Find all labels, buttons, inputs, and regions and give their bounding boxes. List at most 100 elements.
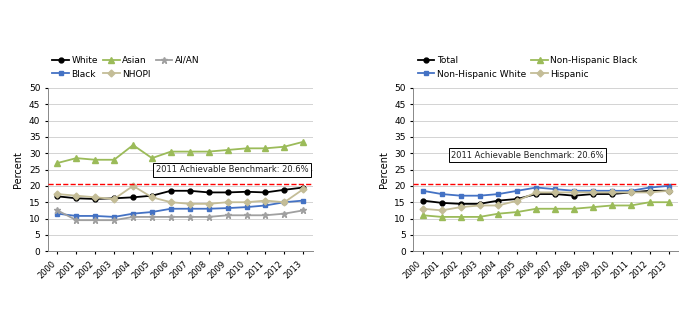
Asian [186,150,194,154]
Hispanic [513,199,521,203]
NHOPI [166,200,175,204]
Non-Hispanic Black [495,212,503,215]
Non-Hispanic White [532,186,540,189]
Total [551,192,560,196]
Non-Hispanic White [570,189,578,193]
Non-Hispanic White [551,187,560,191]
Hispanic [646,191,654,194]
NHOPI [148,195,156,199]
Non-Hispanic White [419,189,427,193]
Hispanic [608,191,616,194]
White [91,197,99,201]
Black [148,210,156,214]
Text: 2011 Achievable Benchmark: 20.6%: 2011 Achievable Benchmark: 20.6% [155,165,308,175]
Line: Total: Total [421,188,671,206]
White [299,186,308,189]
Asian [280,145,288,149]
Line: Asian: Asian [54,139,306,166]
White [148,194,156,198]
Asian [91,158,99,162]
AI/AN [91,218,99,222]
Black [72,214,80,218]
Total [456,202,464,206]
Asian [53,161,62,165]
Black [205,207,213,211]
White [186,189,194,193]
AI/AN [262,214,270,217]
Black [242,205,251,209]
White [223,191,232,194]
Hispanic [551,191,560,194]
Legend: White, Black, Asian, NHOPI, AI/AN: White, Black, Asian, NHOPI, AI/AN [53,56,200,78]
AI/AN [280,212,288,215]
Hispanic [532,191,540,194]
NHOPI [299,187,308,191]
Asian [129,143,137,147]
Hispanic [419,207,427,211]
Hispanic [589,191,597,194]
Non-Hispanic White [513,189,521,193]
Asian [205,150,213,154]
Total [646,189,654,193]
NHOPI [280,200,288,204]
Hispanic [664,189,673,193]
NHOPI [53,192,62,196]
White [205,191,213,194]
Hispanic [456,205,464,209]
AI/AN [148,215,156,219]
Asian [148,156,156,160]
Line: AI/AN: AI/AN [54,207,307,224]
Total [475,202,484,206]
Non-Hispanic Black [627,203,635,207]
Non-Hispanic White [608,189,616,193]
Hispanic [570,191,578,194]
Legend: Total, Non-Hispanic White, Non-Hispanic Black, Hispanic: Total, Non-Hispanic White, Non-Hispanic … [418,56,638,78]
Asian [242,146,251,150]
NHOPI [186,202,194,206]
Total [570,194,578,198]
Black [186,207,194,211]
Total [589,192,597,196]
AI/AN [242,214,251,217]
Asian [110,158,119,162]
AI/AN [186,215,194,219]
Total [495,199,503,203]
Non-Hispanic Black [513,210,521,214]
Line: White: White [55,185,306,201]
Y-axis label: Percent: Percent [13,151,23,188]
Line: Hispanic: Hispanic [421,188,671,213]
AI/AN [166,215,175,219]
Non-Hispanic White [495,192,503,196]
Line: NHOPI: NHOPI [55,183,306,206]
NHOPI [91,195,99,199]
AI/AN [223,214,232,217]
Line: Non-Hispanic White: Non-Hispanic White [421,183,671,198]
Hispanic [438,208,446,212]
Non-Hispanic Black [589,205,597,209]
Non-Hispanic Black [570,207,578,211]
Non-Hispanic White [589,189,597,193]
Non-Hispanic Black [664,200,673,204]
Line: Non-Hispanic Black: Non-Hispanic Black [420,199,672,220]
Non-Hispanic White [438,192,446,196]
White [166,189,175,193]
Total [664,189,673,193]
Total [627,191,635,194]
Line: Black: Black [55,198,306,219]
AI/AN [110,218,119,222]
Asian [223,148,232,152]
Black [280,200,288,204]
NHOPI [223,200,232,204]
Non-Hispanic White [475,194,484,198]
NHOPI [72,194,80,198]
Non-Hispanic White [664,184,673,188]
NHOPI [129,184,137,188]
Total [513,197,521,201]
NHOPI [262,199,270,203]
Black [223,206,232,210]
Non-Hispanic Black [551,207,560,211]
NHOPI [110,197,119,201]
Black [91,214,99,218]
Asian [166,150,175,154]
White [280,188,288,192]
